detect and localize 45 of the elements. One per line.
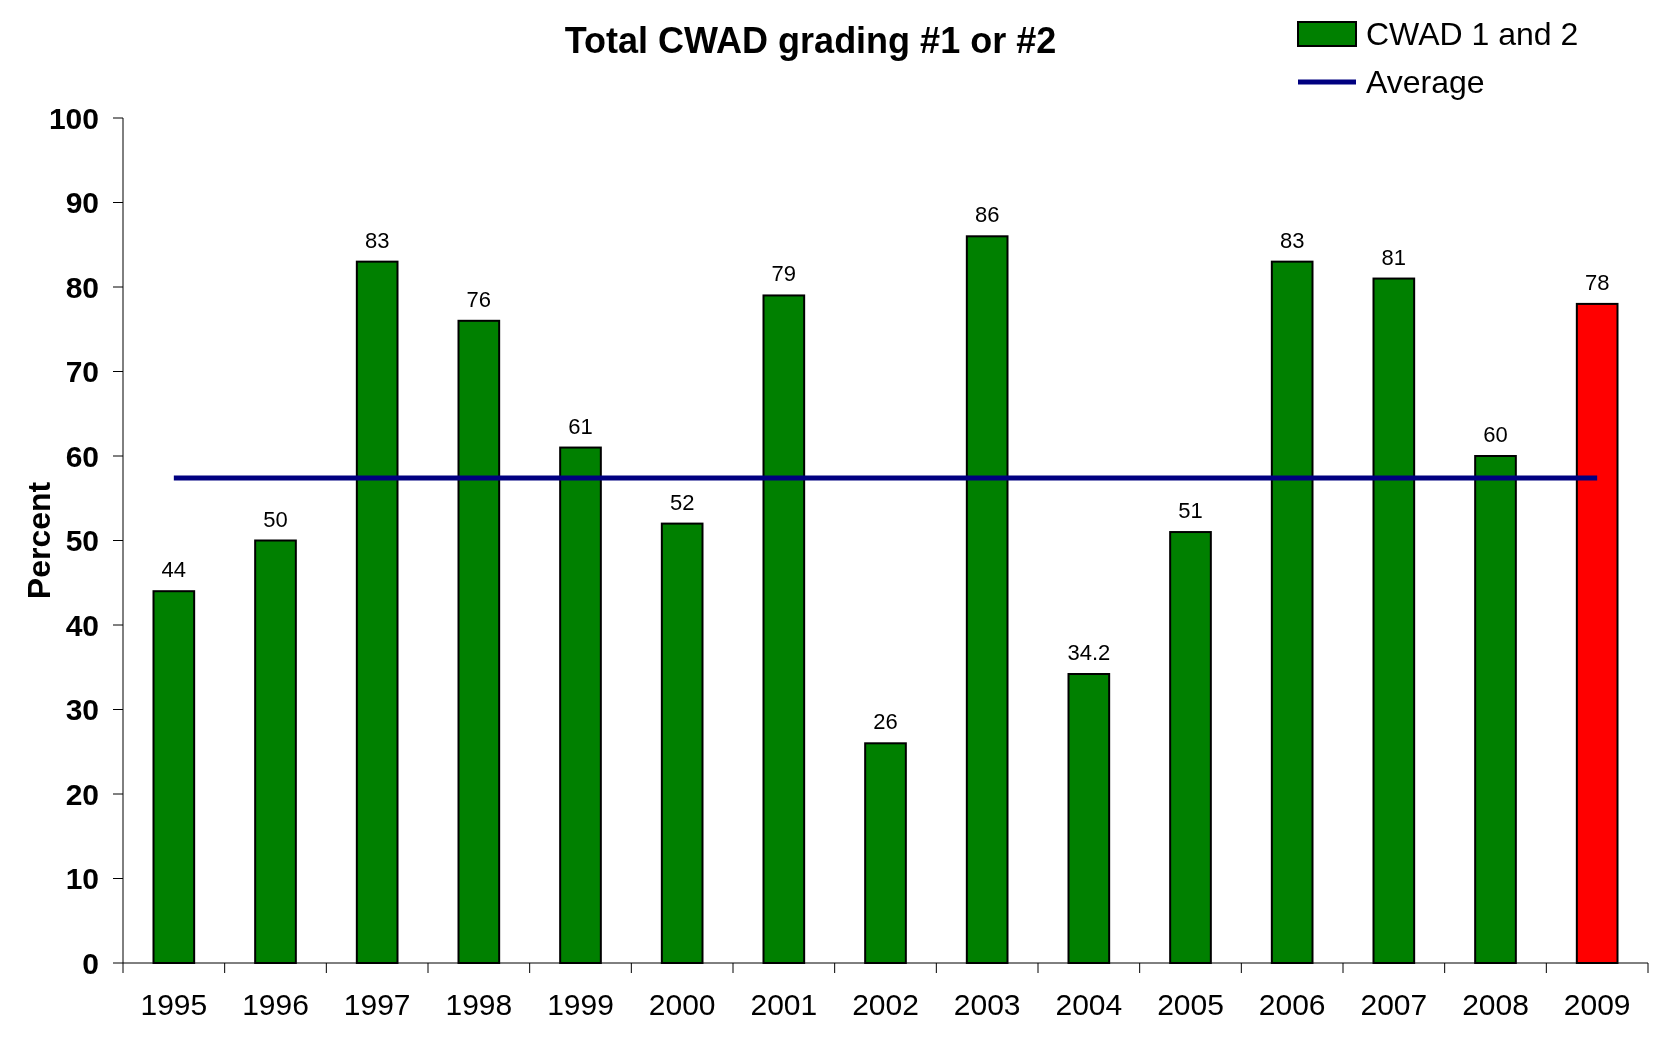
data-label: 51: [1178, 498, 1203, 524]
data-label: 50: [263, 506, 288, 532]
data-label: 86: [974, 202, 1000, 228]
x-tick-label: 2006: [1258, 988, 1326, 1021]
legend-label: CWAD 1 and 2: [1366, 16, 1579, 53]
data-label: 83: [1279, 227, 1305, 253]
x-tick-label: 1998: [445, 988, 513, 1021]
x-tick-label: 1999: [547, 988, 614, 1021]
data-label: 83: [364, 227, 390, 253]
data-label: 76: [466, 286, 492, 312]
x-tick-label: 2002: [852, 988, 919, 1021]
y-tick-label: 50: [65, 524, 99, 557]
x-tick-label: 2004: [1055, 988, 1123, 1021]
data-label: 26: [873, 709, 898, 735]
data-label: 79: [771, 261, 797, 287]
legend-label: Average: [1366, 64, 1485, 101]
x-tick-label: 1996: [242, 988, 309, 1021]
x-tick-label: 1997: [343, 988, 411, 1021]
y-axis-title: Percent: [21, 481, 57, 600]
x-tick-label: 2009: [1563, 988, 1631, 1021]
data-label: 34.2: [1067, 640, 1111, 666]
x-tick-label: 2000: [648, 988, 716, 1021]
y-tick-label: 0: [82, 946, 99, 980]
data-label: 52: [669, 489, 695, 515]
x-tick-label: 2008: [1462, 988, 1529, 1021]
y-tick-label: 30: [65, 693, 99, 726]
data-label: 61: [568, 413, 593, 439]
x-tick-label: 2005: [1157, 988, 1224, 1021]
y-tick-label: 90: [65, 186, 99, 219]
data-label: 44: [161, 557, 187, 583]
data-label: 81: [1381, 244, 1407, 270]
y-tick-label: 100: [48, 101, 99, 135]
x-tick-label: 2007: [1360, 988, 1428, 1021]
y-tick-label: 20: [65, 777, 99, 811]
x-tick-label: 2003: [953, 988, 1021, 1021]
y-tick-label: 80: [65, 270, 99, 304]
data-label: 60: [1483, 422, 1508, 447]
x-tick-label: 1995: [140, 988, 208, 1021]
data-label: 78: [1584, 269, 1610, 295]
y-tick-label: 60: [65, 439, 99, 473]
x-tick-label: 2001: [750, 988, 818, 1021]
y-tick-label: 70: [65, 355, 99, 388]
y-tick-label: 40: [65, 608, 99, 642]
chart-title: Total CWAD grading #1 or #2: [564, 20, 1057, 61]
y-tick-label: 10: [65, 862, 99, 895]
